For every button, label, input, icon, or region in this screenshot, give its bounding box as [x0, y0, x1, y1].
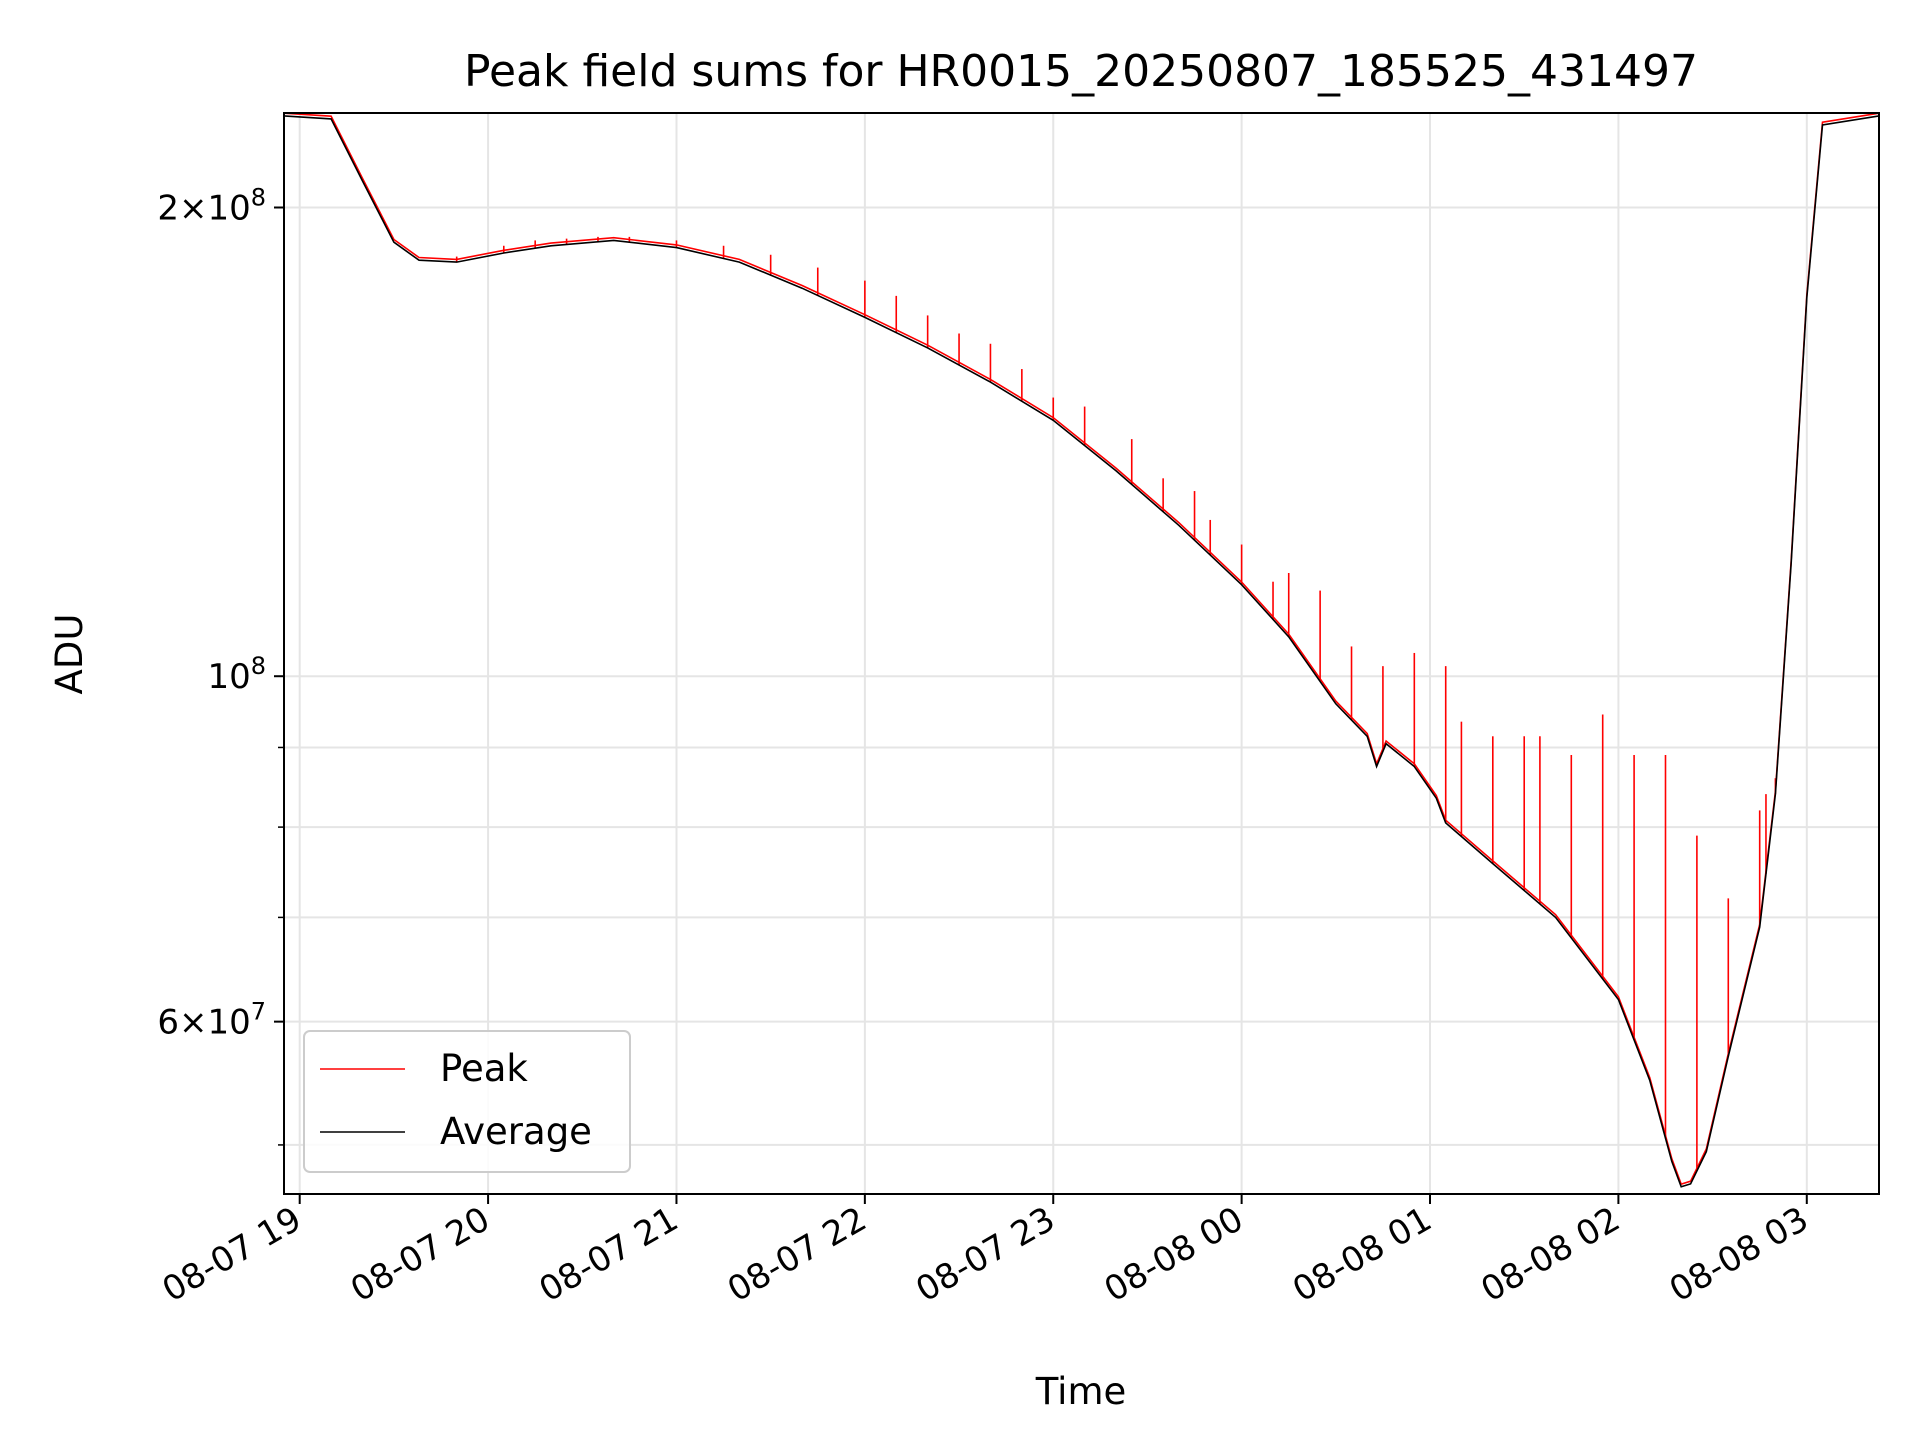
- x-axis-label: Time: [1035, 1370, 1127, 1413]
- y-axis: 2×108 108 6×107: [157, 184, 284, 1146]
- chart-title: Peak field sums for HR0015_20250807_1855…: [464, 46, 1698, 97]
- legend-peak-label: Peak: [440, 1047, 528, 1090]
- y-axis-label: ADU: [48, 614, 91, 695]
- y-tick-label: 108: [207, 652, 266, 697]
- legend-average-label: Average: [440, 1110, 592, 1153]
- series-layer: [283, 112, 1880, 1188]
- legend-box: [303, 1030, 631, 1173]
- plot-frame: [283, 112, 1880, 1195]
- legend: Peak Average: [303, 1030, 631, 1173]
- y-tick-label: 6×107: [157, 998, 266, 1043]
- y-tick-label: 2×108: [157, 184, 266, 229]
- average-line: [283, 115, 1880, 1188]
